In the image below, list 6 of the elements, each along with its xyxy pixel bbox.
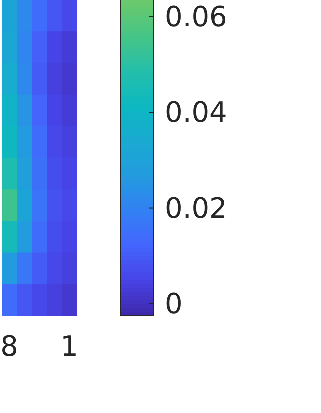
- color-bar-label: 0.06: [165, 0, 228, 34]
- color-bar-label: 0: [165, 288, 183, 321]
- color-bar-label: 0.04: [165, 96, 228, 130]
- x-tick-label: 1: [60, 330, 78, 363]
- x-tick-label: 8: [0, 330, 18, 363]
- color-bar-label: 0.02: [165, 192, 228, 225]
